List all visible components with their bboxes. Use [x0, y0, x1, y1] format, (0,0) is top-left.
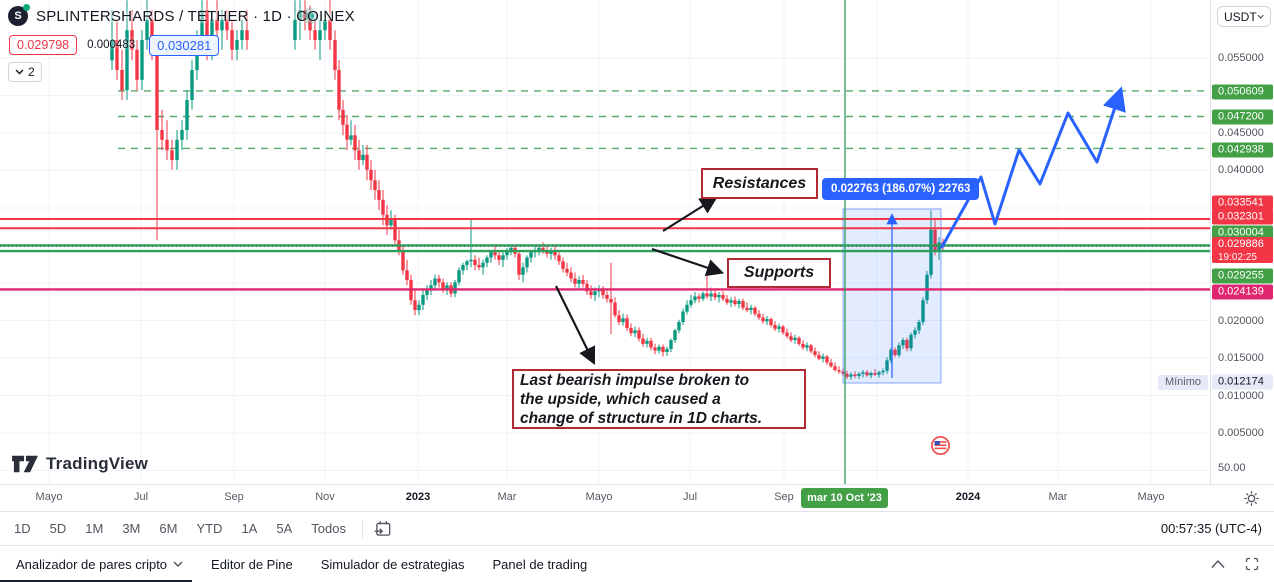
range-button-1a[interactable]: 1A	[241, 521, 258, 536]
tradingview-logo-icon	[12, 455, 38, 473]
us-flag-event-icon[interactable]	[930, 435, 951, 456]
price-axis[interactable]: USDT 0.055000 0.045000 0.040000 0.020000 0.0…	[1210, 0, 1274, 484]
price-level-badge-resistance: 0.033541	[1212, 195, 1273, 211]
price-axis-label: 0.055000	[1218, 52, 1264, 64]
price-level-badge-target: 0.047200	[1212, 109, 1273, 125]
price-low-label[interactable]: 0.029798	[9, 35, 78, 55]
range-button-3m[interactable]: 3M	[122, 521, 141, 536]
time-axis-label: 2023	[405, 491, 431, 503]
footer-tab-1[interactable]: Analizador de pares cripto	[16, 557, 183, 572]
time-axis[interactable]: mar 10 Oct '23 Mayo Jul Sep Nov 2023 Mar Mayo J…	[0, 484, 1274, 511]
footer-tab-label: Simulador de estrategias	[320, 556, 465, 572]
note-line: change of structure in 1D charts.	[520, 409, 763, 427]
note-line: the upside, which caused a	[520, 390, 721, 408]
price-axis-label: 0.010000	[1218, 390, 1264, 402]
chevron-down-icon	[15, 69, 24, 75]
chevron-down-icon	[1257, 14, 1264, 19]
symbol-logo-leaf-dot	[23, 4, 30, 11]
range-button-1d[interactable]: 1D	[14, 521, 31, 536]
candlestick-chart[interactable]	[0, 0, 1210, 484]
time-axis-label: Mayo	[35, 491, 63, 503]
maximize-panel-icon[interactable]	[1244, 556, 1260, 572]
price-axis-label: 0.045000	[1218, 127, 1264, 139]
time-axis-label: Jul	[133, 491, 149, 503]
price-axis-label: 0.040000	[1218, 164, 1264, 176]
price-range-measure-tooltip: 0.022763 (186.07%) 22763	[822, 178, 980, 200]
range-selector: 1D 5D 1M 3M 6M YTD 1A 5A Todos	[8, 518, 352, 539]
price-level-badge-pink-level: 0.024139	[1212, 284, 1273, 300]
price-axis-label: 50.00	[1218, 462, 1246, 474]
minimum-price-badge: 0.012174	[1212, 374, 1273, 390]
go-to-date-button[interactable]	[373, 519, 393, 539]
selected-date-badge: mar 10 Oct '23	[801, 488, 888, 508]
range-button-6m[interactable]: 6M	[159, 521, 178, 536]
price-axis-label: 0.015000	[1218, 352, 1264, 364]
tradingview-watermark: TradingView	[10, 452, 148, 476]
footer-tabs: Analizador de pares cripto Editor de Pine…	[16, 557, 587, 572]
footer-tab-2[interactable]: Editor de Pine	[211, 557, 293, 572]
price-high-label[interactable]: 0.030281	[149, 34, 220, 56]
axis-settings-gear-icon[interactable]	[1243, 490, 1260, 507]
price-level-badge-resistance: 0.032301	[1212, 209, 1273, 225]
range-button-1m[interactable]: 1M	[85, 521, 104, 536]
resistances-annotation[interactable]: Resistances	[701, 168, 818, 199]
active-tab-underline	[0, 579, 192, 582]
panel-expand-chevron-icon[interactable]	[1210, 559, 1226, 569]
footer-tab-label: Analizador de pares cripto	[16, 556, 168, 572]
legend-collapse-button[interactable]: 2	[8, 62, 42, 82]
time-axis-label: Jul	[682, 491, 698, 503]
price-axis-label: 0.020000	[1218, 315, 1264, 327]
price-level-badge-last-price: 0.029886 19:02:25	[1212, 237, 1273, 263]
session-clock[interactable]: 00:57:35 (UTC-4)	[1160, 521, 1262, 536]
price-level-badge-target: 0.042938	[1212, 142, 1273, 158]
footer-tab-label: Panel de trading	[492, 556, 588, 572]
footer-tab-4[interactable]: Panel de trading	[493, 557, 588, 572]
footer-panel: Analizador de pares cripto Editor de Pine…	[0, 545, 1274, 582]
chart-legend: S SPLINTERSHARDS / TETHER · 1D · COINEX …	[8, 4, 355, 82]
time-axis-label: Sep	[224, 491, 244, 503]
footer-tab-label: Editor de Pine	[211, 556, 293, 572]
currency-label: USDT	[1224, 9, 1257, 24]
time-axis-label: Mayo	[585, 491, 613, 503]
currency-selector-button[interactable]: USDT	[1217, 6, 1271, 27]
bottom-toolbar: 1D 5D 1M 3M 6M YTD 1A 5A Todos 00:57:35 (UTC-4)	[0, 511, 1274, 545]
time-axis-label: Mar	[497, 491, 517, 503]
time-axis-label: Nov	[315, 491, 335, 503]
symbol-logo-icon: S	[8, 4, 30, 26]
price-axis-label: 0.005000	[1218, 427, 1264, 439]
time-axis-label: 2024	[955, 491, 981, 503]
structure-note-annotation[interactable]: Last bearish impulse broken to the upsid…	[512, 369, 806, 429]
range-button-5a[interactable]: 5A	[276, 521, 293, 536]
price-diff-label: 0.000483	[87, 39, 136, 51]
range-button-5d[interactable]: 5D	[49, 521, 67, 536]
range-button-todos[interactable]: Todos	[311, 521, 346, 536]
time-axis-label: Mayo	[1137, 491, 1165, 503]
chart-plot-area[interactable]: S SPLINTERSHARDS / TETHER · 1D · COINEX …	[0, 0, 1210, 484]
range-button-ytd[interactable]: YTD	[196, 521, 223, 536]
price-level-badge-support: 0.029255	[1212, 268, 1273, 284]
note-line: Last bearish impulse broken to	[520, 371, 750, 389]
toolbar-divider	[361, 519, 363, 538]
supports-annotation[interactable]: Supports	[727, 258, 831, 288]
minimum-price-flag: Mínimo	[1157, 375, 1208, 390]
idea-marker-dot[interactable]	[302, 8, 318, 24]
symbol-logo-letter: S	[14, 10, 22, 22]
time-axis-label: Mar	[1048, 491, 1068, 503]
symbol-title[interactable]: SPLINTERSHARDS / TETHER · 1D · COINEX	[36, 7, 355, 25]
price-level-badge-target: 0.050609	[1212, 84, 1273, 100]
price-level-badge-support: 0.030004	[1212, 225, 1273, 241]
footer-tab-3[interactable]: Simulador de estrategias	[321, 557, 465, 572]
time-axis-label: Sep	[774, 491, 794, 503]
indicator-count: 2	[28, 65, 35, 79]
chevron-down-icon	[173, 561, 183, 567]
tradingview-watermark-text: TradingView	[46, 454, 149, 473]
